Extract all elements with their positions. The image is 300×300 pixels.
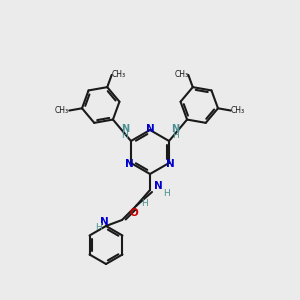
Text: N: N	[100, 217, 108, 227]
Text: N: N	[125, 159, 134, 169]
Text: N: N	[166, 159, 175, 169]
Text: CH₃: CH₃	[112, 70, 126, 80]
Text: O: O	[130, 208, 138, 218]
Text: N: N	[154, 181, 162, 191]
Text: CH₃: CH₃	[174, 70, 188, 80]
Text: CH₃: CH₃	[55, 106, 69, 115]
Text: H: H	[163, 190, 170, 199]
Text: H: H	[172, 131, 178, 140]
Text: H: H	[141, 199, 147, 208]
Text: H: H	[94, 224, 101, 232]
Text: H: H	[122, 131, 128, 140]
Text: CH₃: CH₃	[231, 106, 245, 115]
Text: N: N	[121, 124, 129, 134]
Text: N: N	[146, 124, 154, 134]
Text: N: N	[171, 124, 179, 134]
